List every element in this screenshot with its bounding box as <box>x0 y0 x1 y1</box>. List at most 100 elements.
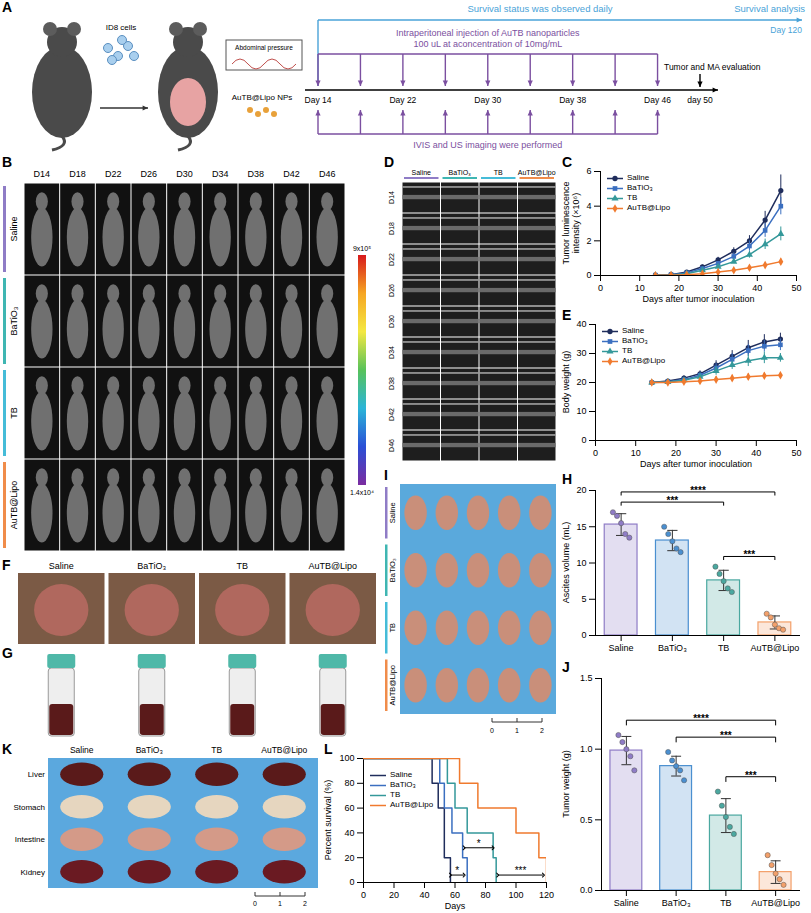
svg-text:D26: D26 <box>388 284 395 297</box>
svg-text:Day 120: Day 120 <box>770 25 802 35</box>
svg-text:AuTB@Lipo: AuTB@Lipo <box>751 643 800 653</box>
svg-text:F: F <box>2 558 11 573</box>
svg-text:Abdominal pressure: Abdominal pressure <box>235 44 293 52</box>
svg-text:D22: D22 <box>105 169 122 179</box>
svg-text:****: **** <box>690 485 706 496</box>
svg-text:Saline: Saline <box>609 643 634 653</box>
svg-text:120: 120 <box>539 890 554 900</box>
svg-text:20: 20 <box>344 853 354 863</box>
svg-text:Day 46: Day 46 <box>644 95 671 105</box>
svg-text:2: 2 <box>303 900 307 907</box>
svg-text:Day 38: Day 38 <box>559 95 586 105</box>
svg-text:Kidney: Kidney <box>21 868 45 877</box>
svg-text:D18: D18 <box>388 222 395 235</box>
svg-text:60: 60 <box>344 803 354 813</box>
svg-text:100 uL at aconcentration of 10: 100 uL at aconcentration of 10mg/mL <box>413 39 562 49</box>
svg-text:0.5: 0.5 <box>580 815 593 825</box>
svg-text:5: 5 <box>581 594 586 604</box>
svg-text:10: 10 <box>635 283 645 293</box>
svg-text:Tumor and MA evaluation: Tumor and MA evaluation <box>664 62 761 72</box>
svg-text:0: 0 <box>586 270 591 280</box>
svg-text:IVIS and US imaging were perfo: IVIS and US imaging were performed <box>413 140 562 150</box>
svg-text:Saline: Saline <box>412 169 432 176</box>
svg-text:Days: Days <box>445 901 466 911</box>
svg-text:0: 0 <box>593 448 598 458</box>
svg-text:6: 6 <box>586 166 591 176</box>
svg-text:***: *** <box>515 865 527 876</box>
svg-text:80: 80 <box>344 778 354 788</box>
svg-text:***: *** <box>667 495 679 506</box>
svg-text:40: 40 <box>419 890 429 900</box>
svg-text:BaTiO₃: BaTiO₃ <box>137 561 166 571</box>
svg-text:Day 22: Day 22 <box>389 95 416 105</box>
svg-text:60: 60 <box>450 890 460 900</box>
svg-text:2: 2 <box>540 727 544 734</box>
svg-text:TB: TB <box>236 561 248 571</box>
svg-text:9x10⁵: 9x10⁵ <box>353 245 371 252</box>
svg-text:D: D <box>384 155 394 170</box>
svg-text:40: 40 <box>576 319 586 329</box>
svg-text:D42: D42 <box>283 169 300 179</box>
svg-text:40: 40 <box>751 448 761 458</box>
svg-text:I: I <box>384 468 388 483</box>
svg-text:BaTiO₃: BaTiO₃ <box>449 169 472 176</box>
svg-text:50: 50 <box>791 448 801 458</box>
svg-text:30: 30 <box>711 448 721 458</box>
svg-text:Intraperitoneal injection of A: Intraperitoneal injection of AuTB nanopa… <box>396 28 580 38</box>
svg-text:0: 0 <box>361 890 366 900</box>
svg-text:***: *** <box>720 730 732 741</box>
svg-text:AuTB@Lipo: AuTB@Lipo <box>388 665 397 706</box>
svg-text:Days after tumor inoculation: Days after tumor inoculation <box>642 294 754 304</box>
svg-text:AuTB@Lipo: AuTB@Lipo <box>9 481 19 530</box>
svg-text:*: * <box>455 865 459 876</box>
svg-text:TB: TB <box>388 623 397 633</box>
svg-text:10: 10 <box>576 558 586 568</box>
svg-text:K: K <box>2 742 12 757</box>
svg-text:BaTiO₃: BaTiO₃ <box>9 306 19 335</box>
svg-text:D14: D14 <box>34 169 51 179</box>
svg-text:Saline: Saline <box>614 898 639 908</box>
svg-text:BaTiO₃: BaTiO₃ <box>658 643 687 653</box>
svg-text:Intestine: Intestine <box>15 835 46 844</box>
svg-text:10: 10 <box>576 406 586 416</box>
svg-text:BaTiO₃: BaTiO₃ <box>388 558 397 582</box>
svg-text:0: 0 <box>253 900 257 907</box>
svg-text:D30: D30 <box>176 169 193 179</box>
svg-text:D46: D46 <box>319 169 336 179</box>
svg-text:TB: TB <box>9 407 19 419</box>
svg-text:BaTiO₃: BaTiO₃ <box>662 898 691 908</box>
svg-text:30: 30 <box>713 283 723 293</box>
svg-text:1: 1 <box>515 727 519 734</box>
svg-text:0: 0 <box>581 435 586 445</box>
svg-text:4: 4 <box>586 201 591 211</box>
svg-text:Survival analysis: Survival analysis <box>734 3 805 14</box>
svg-text:TB: TB <box>720 898 732 908</box>
svg-text:D34: D34 <box>212 169 229 179</box>
svg-text:D42: D42 <box>388 408 395 421</box>
svg-text:D26: D26 <box>141 169 158 179</box>
svg-text:1: 1 <box>278 900 282 907</box>
svg-text:TB: TB <box>494 169 503 176</box>
svg-text:Days after tumor inoculation: Days after tumor inoculation <box>640 459 752 469</box>
svg-text:20: 20 <box>671 448 681 458</box>
svg-text:Stomach: Stomach <box>13 803 45 812</box>
svg-text:B: B <box>2 155 12 170</box>
svg-text:0: 0 <box>490 727 494 734</box>
svg-text:Survival status was observed d: Survival status was observed daily <box>467 3 612 14</box>
svg-text:BaTiO₃: BaTiO₃ <box>136 745 163 755</box>
svg-text:D38: D38 <box>248 169 265 179</box>
svg-text:100: 100 <box>508 890 523 900</box>
svg-text:ID8 cells: ID8 cells <box>106 23 137 32</box>
svg-text:AuTB@Lipo NPs: AuTB@Lipo NPs <box>232 93 293 102</box>
svg-text:2: 2 <box>586 236 591 246</box>
svg-text:100: 100 <box>339 753 354 763</box>
svg-text:D38: D38 <box>388 377 395 390</box>
svg-text:day 50: day 50 <box>687 95 713 105</box>
svg-text:***: *** <box>745 770 757 781</box>
svg-text:AuTB@Lipo: AuTB@Lipo <box>518 169 556 177</box>
svg-text:TB: TB <box>211 745 222 755</box>
svg-text:0: 0 <box>598 283 603 293</box>
svg-text:0: 0 <box>349 877 354 887</box>
svg-text:D18: D18 <box>69 169 86 179</box>
svg-text:Day 30: Day 30 <box>474 95 501 105</box>
